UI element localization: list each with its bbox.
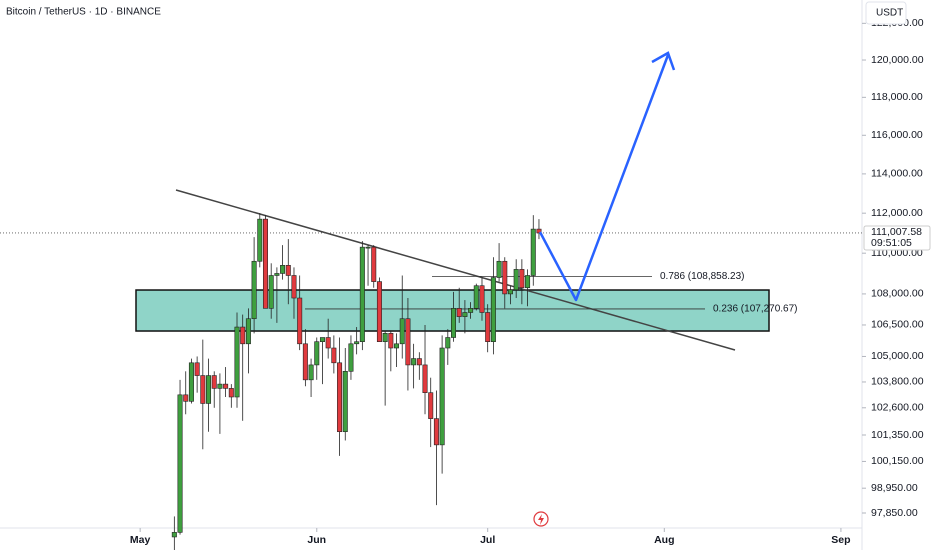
- y-tick-label: 120,000.00: [871, 54, 924, 66]
- candle-body: [274, 273, 280, 276]
- candle-body: [297, 297, 303, 345]
- x-tick-label: Aug: [654, 534, 674, 546]
- candle-body: [519, 269, 525, 289]
- candle-body: [337, 362, 343, 433]
- candle-body: [194, 362, 200, 376]
- candle-body: [502, 260, 508, 295]
- chart-title: Bitcoin / TetherUS · 1D · BINANCE: [6, 7, 161, 18]
- candle-body: [468, 308, 474, 313]
- candle-body: [433, 418, 439, 446]
- candle-body: [399, 318, 405, 345]
- event-icon-bolt: [538, 514, 544, 525]
- current-price-box: [863, 225, 931, 251]
- candle-body: [314, 341, 320, 366]
- candle-body: [536, 228, 542, 234]
- x-tick-label: Sep: [831, 534, 850, 546]
- candle-body: [376, 281, 382, 343]
- y-tick-label: 108,000.00: [871, 288, 924, 300]
- y-tick-label: 100,150.00: [871, 455, 924, 467]
- candle-body: [513, 269, 519, 291]
- candle-body: [319, 337, 325, 343]
- candle-body: [411, 358, 417, 366]
- x-tick-label: Jul: [480, 534, 495, 546]
- candle-body: [308, 364, 314, 381]
- candle-body: [354, 341, 360, 345]
- countdown-label: 09:51:05: [871, 237, 912, 249]
- candle-body: [416, 358, 422, 366]
- trendline: [175, 189, 736, 351]
- candle-body: [348, 343, 354, 372]
- candle-body: [525, 275, 531, 289]
- candle-body: [200, 375, 206, 404]
- candle-body: [177, 394, 183, 533]
- candle-body: [228, 388, 234, 398]
- y-tick-label: 114,000.00: [871, 168, 923, 180]
- candle-body: [462, 312, 468, 317]
- candle-body: [382, 333, 388, 343]
- candle-body: [422, 364, 428, 393]
- candle-body: [171, 532, 177, 538]
- candle-body: [302, 343, 308, 381]
- candle-body: [291, 275, 297, 299]
- candle-body: [325, 337, 331, 349]
- candle-body: [211, 375, 217, 389]
- candle-body: [388, 333, 394, 349]
- candle-body: [262, 218, 268, 309]
- y-tick-label: 116,000.00: [871, 129, 923, 141]
- candle-body: [188, 362, 194, 402]
- candle-body: [405, 318, 411, 366]
- candle-body: [223, 383, 229, 389]
- candle-body: [183, 394, 189, 402]
- y-tick-label: 102,600.00: [871, 402, 924, 414]
- candle-body: [445, 337, 451, 349]
- candle-body: [280, 265, 286, 274]
- currency-box: [865, 1, 907, 25]
- y-tick-label: 97,850.00: [871, 507, 918, 519]
- candle-body: [342, 371, 348, 433]
- currency-label: USDT: [876, 8, 903, 19]
- candle-body: [251, 260, 257, 320]
- arrow-head: [651, 51, 676, 71]
- candle-body: [268, 275, 274, 309]
- candle-body: [285, 265, 291, 276]
- candle-body: [359, 246, 365, 343]
- candle-body: [439, 347, 445, 446]
- fib-label: 0.786 (108,858.23): [660, 271, 745, 282]
- candle-body: [507, 289, 513, 295]
- candle-body: [479, 285, 485, 313]
- candle-body: [206, 375, 212, 404]
- candle-body: [473, 285, 479, 309]
- candle-body: [530, 228, 536, 276]
- candle-body: [234, 326, 240, 398]
- candle-body: [331, 347, 337, 364]
- candle-body: [240, 326, 246, 345]
- candle-body: [365, 246, 371, 249]
- candle-body: [428, 392, 434, 419]
- y-tick-label: 103,800.00: [871, 376, 924, 388]
- candle-body: [490, 277, 496, 343]
- y-tick-label: 98,950.00: [871, 482, 918, 494]
- x-tick-label: Jun: [307, 534, 326, 546]
- current-price-label: 111,007.58: [871, 226, 922, 238]
- fib-label: 0.236 (107,270.67): [713, 304, 798, 315]
- x-tick-label: May: [130, 534, 151, 546]
- candle-body: [485, 312, 491, 343]
- y-tick-label: 101,350.00: [871, 429, 924, 441]
- candle-body: [371, 246, 377, 282]
- y-tick-label: 106,500.00: [871, 319, 924, 331]
- candle-body: [451, 308, 457, 338]
- candle-body: [245, 318, 251, 345]
- candle-body: [257, 218, 263, 262]
- projection-arrow: [538, 54, 670, 302]
- candle-body: [496, 260, 502, 278]
- y-tick-label: 118,000.00: [871, 91, 923, 103]
- candle-body: [394, 343, 400, 349]
- candle-body: [456, 308, 462, 317]
- candle-body: [217, 383, 223, 389]
- y-tick-label: 105,000.00: [871, 350, 924, 362]
- y-tick-label: 112,000.00: [871, 207, 923, 219]
